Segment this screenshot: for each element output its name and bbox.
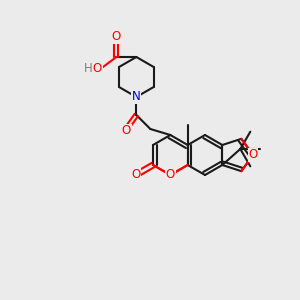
Text: N: N [132, 91, 141, 103]
Text: O: O [248, 148, 258, 161]
Text: O: O [122, 124, 131, 137]
Text: O: O [112, 31, 121, 44]
Text: H: H [84, 62, 93, 76]
Text: O: O [166, 169, 175, 182]
Text: O: O [93, 62, 102, 76]
Text: N: N [132, 91, 141, 103]
Text: O: O [131, 169, 140, 182]
